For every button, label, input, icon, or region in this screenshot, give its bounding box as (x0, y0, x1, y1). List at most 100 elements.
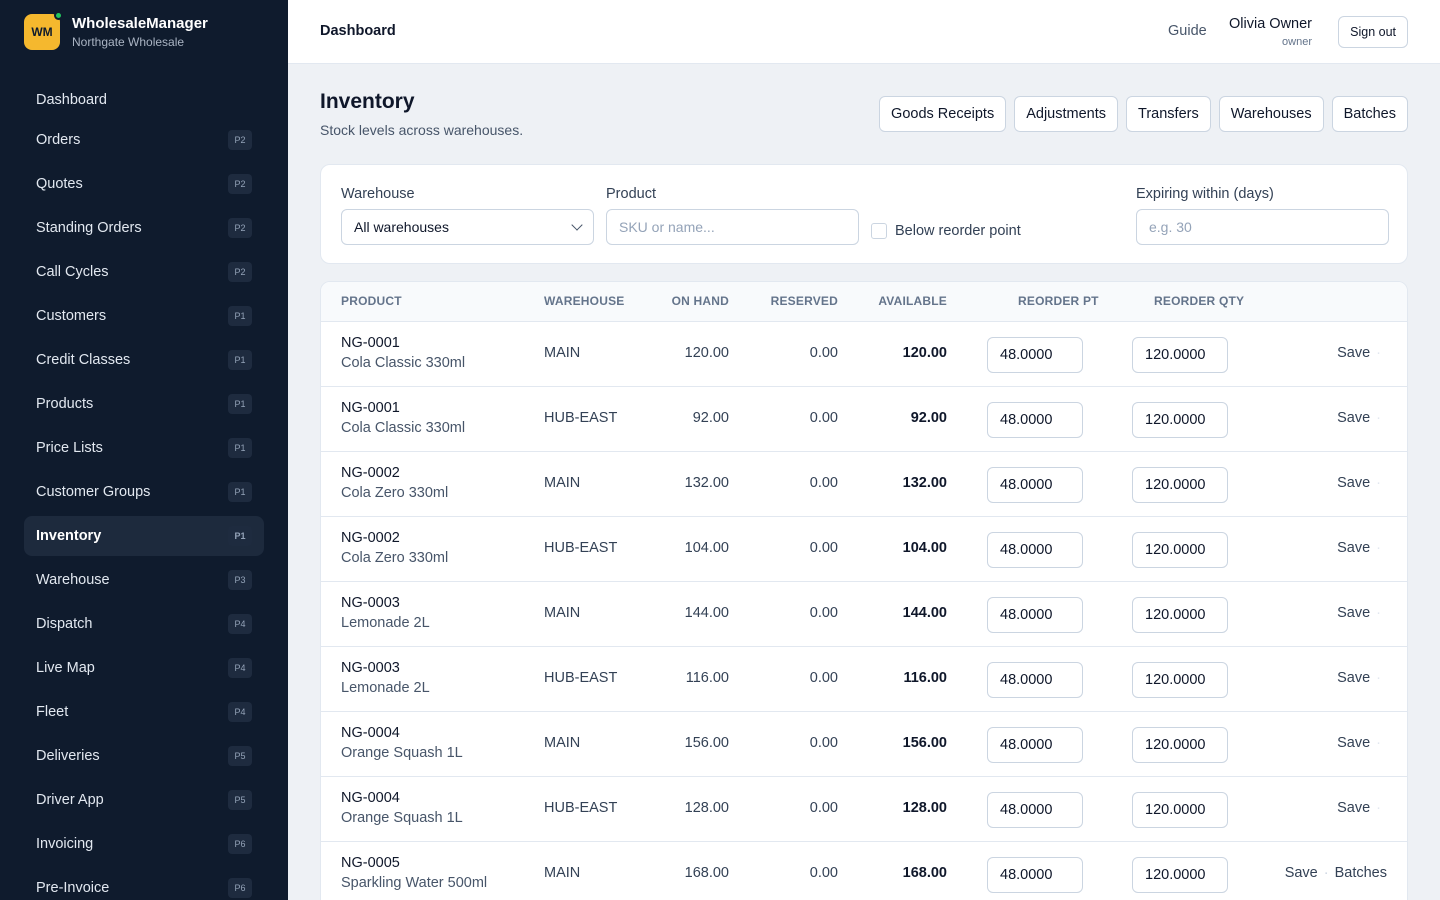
reorder-point-input[interactable] (987, 532, 1083, 568)
reorder-qty-input[interactable] (1132, 532, 1228, 568)
reorder-point-input[interactable] (987, 402, 1083, 438)
sidebar-item-pre-invoice[interactable]: Pre-Invoice P6 (24, 868, 264, 900)
available-value: 168.00 (902, 865, 947, 881)
sidebar-item-credit-classes[interactable]: Credit Classes P1 (24, 340, 264, 380)
save-link[interactable]: Save (1337, 410, 1371, 426)
warehouse-select[interactable]: All warehouses (341, 209, 594, 245)
warehouses-button[interactable]: Warehouses (1218, 96, 1324, 132)
sidebar-item-price-lists[interactable]: Price Lists P1 (24, 428, 264, 468)
reorder-qty-input[interactable] (1132, 857, 1228, 893)
product-name: Orange Squash 1L (341, 810, 463, 826)
sidebar-item-live-map[interactable]: Live Map P4 (24, 648, 264, 688)
reorder-point-input[interactable] (987, 727, 1083, 763)
row-actions: Save · (1337, 735, 1387, 751)
sidebar-item-driver-app[interactable]: Driver App P5 (24, 780, 264, 820)
sidebar-item-warehouse[interactable]: Warehouse P3 (24, 560, 264, 600)
product-name: Lemonade 2L (341, 615, 430, 631)
phase-badge: P5 (228, 746, 252, 766)
sidebar-item-label: Dispatch (36, 616, 93, 632)
sidebar-item-standing-orders[interactable]: Standing Orders P2 (24, 208, 264, 248)
reorder-point-input[interactable] (987, 337, 1083, 373)
on-hand-value: 104.00 (684, 540, 729, 556)
save-link[interactable]: Save (1337, 540, 1371, 556)
save-link[interactable]: Save (1337, 605, 1371, 621)
sidebar-item-call-cycles[interactable]: Call Cycles P2 (24, 252, 264, 292)
expiring-days-input[interactable] (1136, 209, 1389, 245)
sidebar-item-label: Credit Classes (36, 352, 131, 368)
reorder-qty-input[interactable] (1132, 662, 1228, 698)
sidebar-item-products[interactable]: Products P1 (24, 384, 264, 424)
logo-text: WM (31, 25, 53, 39)
save-link[interactable]: Save (1284, 865, 1318, 881)
product-sku: NG-0005 (341, 855, 400, 871)
warehouse-code: MAIN (544, 345, 581, 361)
below-reorder-checkbox[interactable] (871, 223, 887, 239)
reorder-qty-input[interactable] (1132, 597, 1228, 633)
save-link[interactable]: Save (1337, 475, 1371, 491)
sidebar-item-dispatch[interactable]: Dispatch P4 (24, 604, 264, 644)
row-actions: Save · Batches (1285, 865, 1387, 881)
batches-link[interactable]: Batches (1334, 865, 1387, 881)
save-link[interactable]: Save (1337, 670, 1371, 686)
reorder-qty-input[interactable] (1132, 467, 1228, 503)
available-value: 132.00 (902, 475, 947, 491)
reorder-qty-input[interactable] (1132, 792, 1228, 828)
sidebar-item-invoicing[interactable]: Invoicing P6 (24, 824, 264, 864)
product-name: Cola Zero 330ml (341, 550, 449, 566)
adjustments-button[interactable]: Adjustments (1014, 96, 1119, 132)
below-reorder-toggle[interactable]: Below reorder point (871, 223, 1021, 239)
sidebar-item-deliveries[interactable]: Deliveries P5 (24, 736, 264, 776)
sidebar-item-label: Standing Orders (36, 220, 142, 236)
product-sku: NG-0001 (341, 335, 400, 351)
column-on-hand: ON HAND (671, 294, 729, 308)
sidebar-item-fleet[interactable]: Fleet P4 (24, 692, 264, 732)
sidebar-item-quotes[interactable]: Quotes P2 (24, 164, 264, 204)
product-sku: NG-0001 (341, 400, 400, 416)
save-link[interactable]: Save (1337, 735, 1371, 751)
warehouse-code: MAIN (544, 865, 581, 881)
below-reorder-label: Below reorder point (895, 223, 1021, 239)
reorder-qty-input[interactable] (1132, 727, 1228, 763)
column-reorder-qty: REORDER QTY (1154, 294, 1245, 308)
table-row: NG-0001 Cola Classic 330ml HUB-EAST 92.00 0.… (321, 387, 1407, 452)
product-sku: NG-0002 (341, 465, 400, 481)
inventory-table: PRODUCT WAREHOUSE ON HAND RESERVED AVAIL… (320, 281, 1408, 900)
sidebar: WM WholesaleManager Northgate Wholesale … (0, 0, 288, 900)
available-value: 104.00 (902, 540, 947, 556)
batches-button[interactable]: Batches (1331, 96, 1408, 132)
product-name: Cola Zero 330ml (341, 485, 449, 501)
page-title: Inventory (320, 90, 415, 113)
save-link[interactable]: Save (1337, 800, 1371, 816)
sidebar-item-label: Warehouse (36, 572, 110, 588)
sidebar-nav: Dashboard Orders P2 Quotes P2 Standing Orders… (24, 80, 264, 900)
warehouse-code: HUB-EAST (544, 800, 618, 816)
sidebar-item-customer-groups[interactable]: Customer Groups P1 (24, 472, 264, 512)
goods-receipts-button[interactable]: Goods Receipts (879, 96, 1007, 132)
product-sku: NG-0002 (341, 530, 400, 546)
transfers-button[interactable]: Transfers (1126, 96, 1211, 132)
brand[interactable]: WM WholesaleManager Northgate Wholesale (0, 0, 288, 64)
sidebar-item-inventory[interactable]: Inventory P1 (24, 516, 264, 556)
reorder-qty-input[interactable] (1132, 402, 1228, 438)
reorder-point-input[interactable] (987, 662, 1083, 698)
sign-out-button[interactable]: Sign out (1338, 16, 1408, 48)
sidebar-item-customers[interactable]: Customers P1 (24, 296, 264, 336)
sidebar-item-orders[interactable]: Orders P2 (24, 120, 264, 160)
reorder-point-input[interactable] (987, 597, 1083, 633)
reorder-point-input[interactable] (987, 792, 1083, 828)
sidebar-item-dashboard[interactable]: Dashboard (24, 80, 264, 120)
link-separator: · (1376, 345, 1381, 361)
reorder-qty-input[interactable] (1132, 337, 1228, 373)
user-name: Olivia Owner (1229, 16, 1312, 32)
sidebar-item-label: Inventory (36, 528, 102, 544)
reserved-value: 0.00 (809, 475, 838, 491)
phase-badge: P1 (228, 438, 252, 458)
reorder-point-input[interactable] (987, 857, 1083, 893)
phase-badge: P6 (228, 878, 252, 898)
guide-link[interactable]: Guide (1168, 23, 1207, 39)
expiring-filter-label: Expiring within (days) (1136, 186, 1274, 202)
save-link[interactable]: Save (1337, 345, 1371, 361)
page-subtitle: Stock levels across warehouses. (320, 122, 524, 138)
product-search-input[interactable] (606, 209, 859, 245)
reorder-point-input[interactable] (987, 467, 1083, 503)
